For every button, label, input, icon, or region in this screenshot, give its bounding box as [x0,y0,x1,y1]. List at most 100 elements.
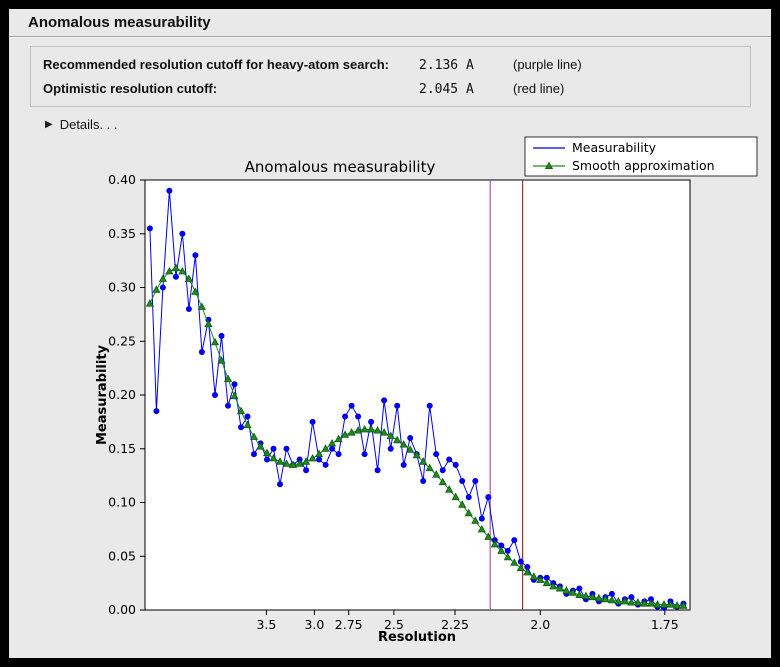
smooth-point [425,463,434,472]
smooth-point [334,434,343,443]
cutoff-info-box: Recommended resolution cutoff for heavy-… [30,46,751,107]
measurability-point [146,225,153,232]
smooth-point [542,578,551,587]
smooth-point [230,391,239,400]
smooth-point [354,426,363,434]
x-tick-label: 3.0 [304,617,324,632]
smooth-point [549,581,558,590]
panel-title: Anomalous measurability [28,14,211,31]
smooth-point [367,424,376,433]
smooth-point [217,356,226,364]
smooth-point [412,450,421,459]
smooth-point [399,440,408,448]
smooth-point [380,428,389,436]
measurability-point [348,402,355,409]
smooth-point [262,448,272,457]
measurability-point [387,445,394,452]
smooth-point [523,567,532,576]
anomalous-measurability-panel: Anomalous measurability Recommended reso… [9,9,771,658]
x-tick-label: 1.75 [651,617,679,632]
smooth-point [445,485,454,493]
header-divider [9,36,771,38]
smooth-point [451,492,460,501]
smooth-point [288,460,298,468]
smooth-point [308,453,317,462]
smooth-point [464,508,473,517]
smooth-point [672,601,682,609]
y-tick-label: 0.40 [108,172,136,187]
smooth-point [432,470,441,478]
axes: 0.00 0.05 0.10 0.15 0.20 0.25 0.30 0.35 0.40 3.5 3… [108,172,679,632]
y-tick-label: 0.30 [108,280,136,295]
details-disclosure[interactable]: ▶ Details. . . [45,117,118,133]
measurability-point [576,585,583,592]
smooth-point [471,516,480,524]
measurability-point [394,402,401,409]
smooth-point [594,593,603,602]
measurability-point [420,478,427,484]
legend-label: Smooth approximation [572,158,715,173]
optimistic-cutoff-note: (red line) [513,81,565,96]
plot-content [145,180,688,611]
y-tick-label: 0.20 [108,387,136,402]
y-tick-label: 0.35 [108,226,136,241]
smooth-point [178,266,187,275]
measurability-point [472,478,479,484]
measurability-point [309,418,316,425]
measurability-point [446,456,453,463]
legend: Measurability Smooth approximation [524,136,758,177]
smooth-point [145,299,154,307]
measurability-point [498,542,505,549]
smooth-point [184,274,193,282]
smooth-point [393,435,402,444]
smooth-point [269,453,278,462]
measurability-point [153,408,160,415]
chart-area: 0.00 0.05 0.10 0.15 0.20 0.25 0.30 0.35 0.40 3.5 3… [9,129,771,649]
smooth-point [633,598,642,606]
smooth-point [275,457,285,465]
recommended-cutoff-row: Recommended resolution cutoff for heavy-… [43,56,738,73]
smooth-point [484,532,493,540]
measurability-point [218,332,225,339]
smooth-point [562,586,571,594]
smooth-point [295,459,304,467]
measurability-point [244,413,251,420]
measurability-point [504,547,511,554]
smooth-point [555,584,564,592]
measurability-point [166,187,173,194]
measurability-point [511,537,518,544]
smooth-point [321,444,330,452]
smooth-point [360,424,369,433]
optimistic-cutoff-row: Optimistic resolution cutoff: 2.045 A (r… [43,80,738,97]
measurability-point [524,564,531,570]
measurability-point [485,494,492,501]
anomalous-measurability-chart: 0.00 0.05 0.10 0.15 0.20 0.25 0.30 0.35 0.40 3.5 3… [95,136,758,645]
smooth-point [236,406,246,415]
smooth-point [243,420,252,429]
measurability-point [433,451,440,458]
measurability-point [303,467,310,474]
measurability-point [543,574,550,581]
smooth-point [165,266,174,275]
x-tick-label: 2.0 [530,617,550,632]
chart-title: Anomalous measurability [245,158,436,176]
smooth-point [503,552,512,561]
smooth-point [653,600,662,608]
smooth-point [438,477,447,486]
smooth-point [249,432,259,440]
measurability-point [179,230,186,237]
measurability-point [283,445,290,452]
smooth-point [328,438,337,447]
measurability-point [277,481,283,488]
smooth-point [204,319,213,328]
details-label: Details. . . [59,117,118,132]
x-tick-label: 2.25 [441,617,469,632]
measurability-point [231,381,238,388]
y-tick-label: 0.05 [108,548,136,563]
measurability-point [322,461,329,468]
measurability-point [316,456,323,463]
smooth-point [406,445,415,453]
x-tick-label: 3.5 [256,617,276,632]
smooth-point [477,524,486,533]
legend-triangle-marker [544,161,554,169]
